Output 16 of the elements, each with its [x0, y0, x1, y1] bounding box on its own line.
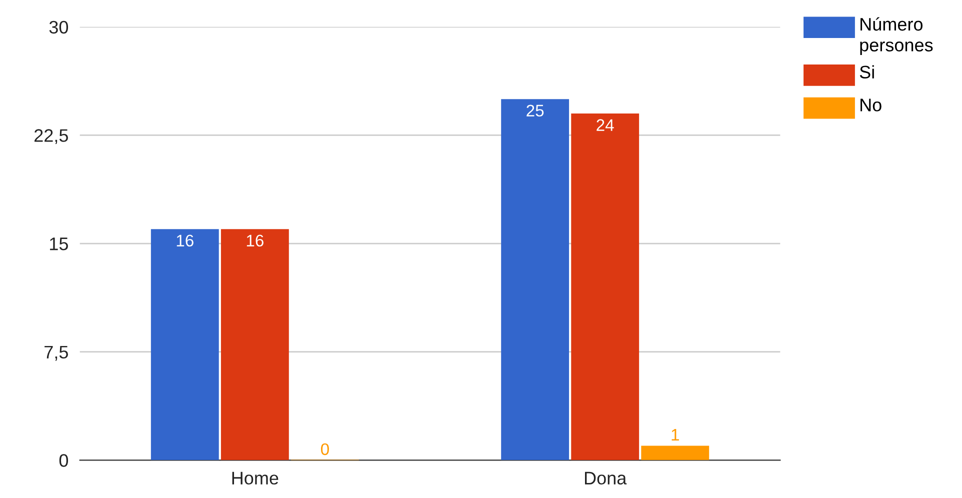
data-label: 24: [596, 119, 614, 131]
data-label: 16: [176, 234, 194, 247]
data-label: 16: [246, 234, 264, 247]
y-tick-label: 7,5: [44, 346, 68, 361]
data-label: 0: [320, 443, 329, 456]
x-tick-label: Dona: [585, 472, 627, 485]
data-label: 1: [672, 429, 679, 441]
legend-label: Número persones: [860, 17, 933, 56]
y-tick-label: 15: [50, 238, 68, 250]
y-tick-label: 30: [49, 20, 68, 34]
y-tick-label: 0: [59, 454, 68, 467]
y-tick-label: 22,5: [34, 129, 68, 144]
data-label: 25: [526, 104, 544, 117]
x-tick-label: Home: [232, 472, 278, 485]
legend-label: Si: [860, 65, 874, 78]
legend-label: No: [860, 98, 882, 112]
